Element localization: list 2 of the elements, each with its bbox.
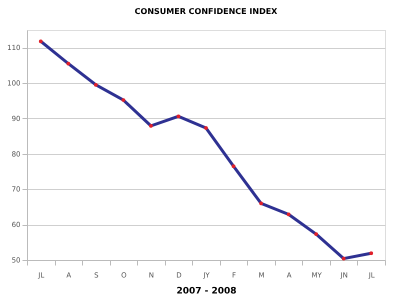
chart-title: CONSUMER CONFIDENCE INDEX [134,7,278,16]
x-axis-title: 2007 - 2008 [176,286,237,296]
